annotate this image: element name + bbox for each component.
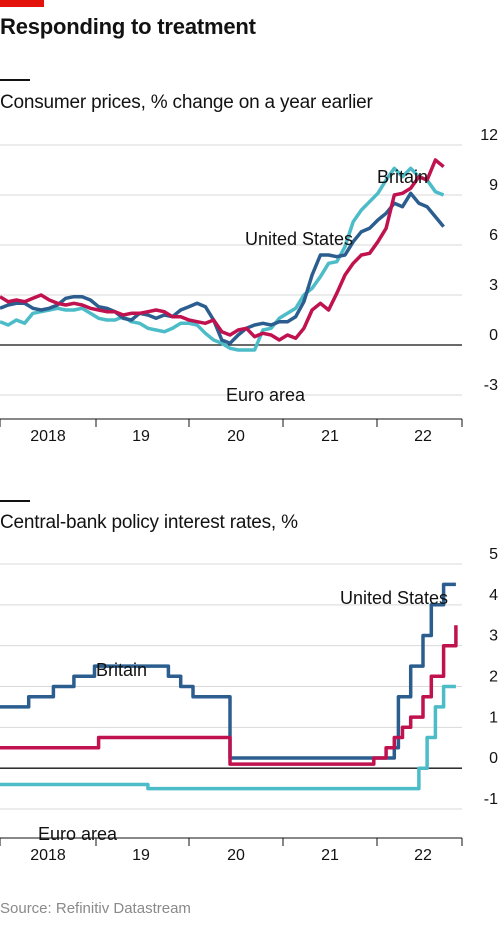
- y-tick-label: 0: [489, 750, 498, 767]
- y-tick-label: 2: [489, 669, 498, 686]
- y-tick-label: 9: [489, 177, 498, 194]
- x-tick-label: 19: [132, 428, 150, 445]
- x-tick-label: 22: [414, 847, 432, 864]
- euro-area-label: Euro area: [38, 824, 118, 844]
- chart-title: Responding to treatment: [0, 14, 256, 39]
- y-tick-label: 0: [489, 327, 498, 344]
- euro-area-line: [0, 166, 445, 352]
- britain-line: [0, 625, 458, 766]
- x-tick-label: 19: [132, 847, 150, 864]
- united-states-line: [0, 191, 445, 346]
- y-tick-label: 6: [489, 227, 498, 244]
- y-tick-label: 5: [489, 546, 498, 563]
- x-tick-label: 2018: [30, 428, 66, 445]
- euro-area-line: [0, 684, 456, 791]
- britain-label: Britain: [377, 167, 428, 187]
- x-tick-label: 20: [227, 428, 245, 445]
- united-states-line: [0, 582, 456, 760]
- x-tick-label: 20: [227, 847, 245, 864]
- euro-area-label: Euro area: [226, 385, 306, 405]
- x-tick-label: 2018: [30, 847, 66, 864]
- britain-label: Britain: [96, 660, 147, 680]
- united-states-label: United States: [340, 588, 448, 608]
- panel-1-subtitle: Consumer prices, % change on a year earl…: [0, 92, 373, 113]
- united-states-label: United States: [245, 229, 353, 249]
- x-tick-label: 22: [414, 428, 432, 445]
- brand-accent-tag: [0, 0, 44, 7]
- britain-line: [0, 158, 445, 342]
- y-tick-label: 3: [489, 628, 498, 645]
- x-tick-label: 21: [321, 847, 339, 864]
- y-tick-label: 12: [480, 127, 498, 144]
- y-tick-label: 1: [489, 709, 498, 726]
- cpi-chart: 12 9 6 3 0 -3 2018 19 20 21 22 United States Britain…: [0, 127, 498, 445]
- y-tick-label: 4: [489, 587, 498, 604]
- y-tick-label: -3: [484, 377, 498, 394]
- y-tick-label: 3: [489, 277, 498, 294]
- panel-2-subtitle: Central-bank policy interest rates, %: [0, 512, 298, 533]
- panel-2-rule: [0, 500, 30, 502]
- y-tick-label: -1: [484, 791, 498, 808]
- x-tick-label: 21: [321, 428, 339, 445]
- source-note: Source: Refinitiv Datastream: [0, 900, 191, 917]
- panel-1-rule: [0, 79, 30, 81]
